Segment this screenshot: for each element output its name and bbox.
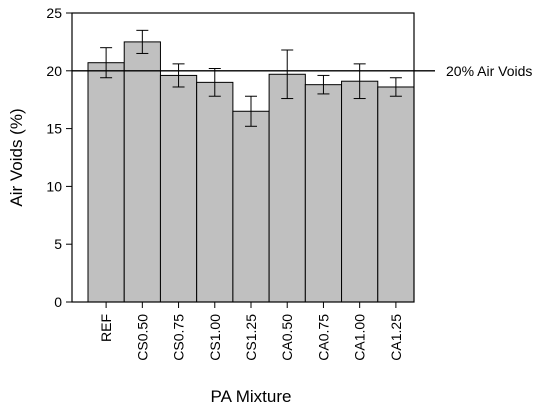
- y-tick-label: 10: [46, 178, 62, 194]
- x-tick-label: CA0.50: [279, 314, 295, 361]
- x-tick-label: CA1.00: [352, 314, 368, 361]
- plot-frame: [71, 12, 415, 303]
- x-tick-label: CS1.25: [243, 314, 259, 361]
- y-tick-label: 20: [46, 63, 62, 79]
- bar: [87, 62, 125, 303]
- x-tick-label: CS0.50: [134, 314, 150, 361]
- y-tick-label: 5: [54, 236, 62, 252]
- y-axis-title: Air Voids (%): [7, 108, 26, 206]
- bar: [341, 80, 379, 303]
- bar: [377, 86, 415, 303]
- x-tick-label: CS0.75: [171, 314, 187, 361]
- bar: [123, 41, 161, 303]
- error-bar-group: [100, 29, 402, 127]
- y-tick-label: 15: [46, 121, 62, 137]
- y-tick-label: 0: [54, 294, 62, 310]
- x-axis: REF CS0.50 CS0.75 CS1.00 CS1.25 CA0.50 CA0.75 C…: [98, 302, 404, 361]
- y-axis: 0 5 10 15 20 25: [46, 5, 72, 310]
- bar: [159, 74, 198, 303]
- bar: [196, 81, 234, 303]
- bar: [232, 110, 270, 303]
- bar-group: [87, 41, 415, 303]
- bar: [304, 84, 343, 303]
- reference-line-label: 20% Air Voids: [446, 63, 532, 79]
- x-tick-label: REF: [98, 314, 114, 342]
- bar: [268, 73, 306, 303]
- x-axis-title: PA Mixture: [211, 387, 292, 406]
- x-tick-label: CA1.25: [388, 314, 404, 361]
- x-tick-label: CS1.00: [207, 314, 223, 361]
- y-tick-label: 25: [46, 5, 62, 21]
- x-tick-label: CA0.75: [315, 314, 331, 361]
